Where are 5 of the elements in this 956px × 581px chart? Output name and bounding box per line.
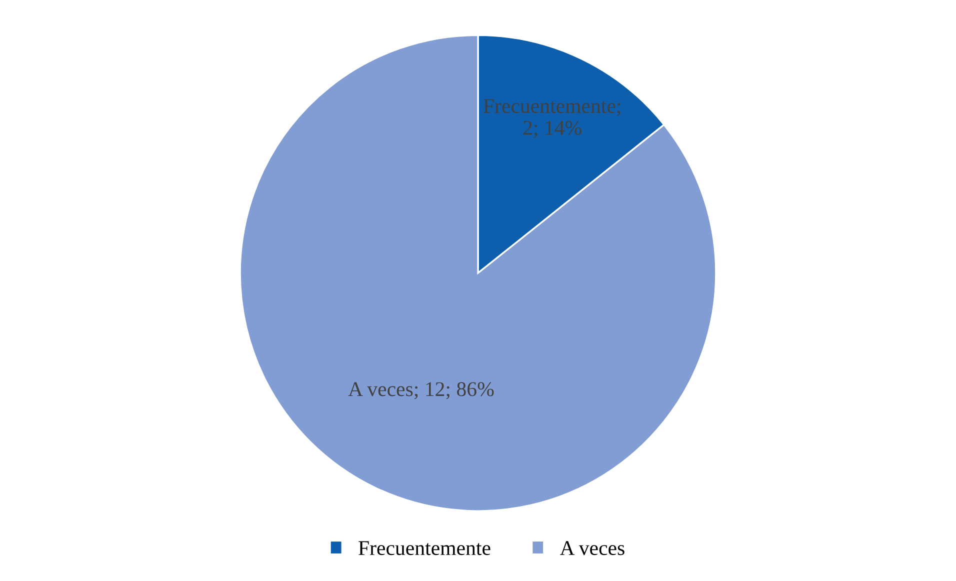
legend-label: A veces: [560, 541, 624, 556]
legend-label: Frecuentemente: [358, 541, 490, 556]
data-label: A veces; 12; 86%: [348, 382, 494, 400]
pie-slice: [239, 34, 717, 512]
data-label: Frecuentemente; 2; 14%: [484, 99, 620, 138]
